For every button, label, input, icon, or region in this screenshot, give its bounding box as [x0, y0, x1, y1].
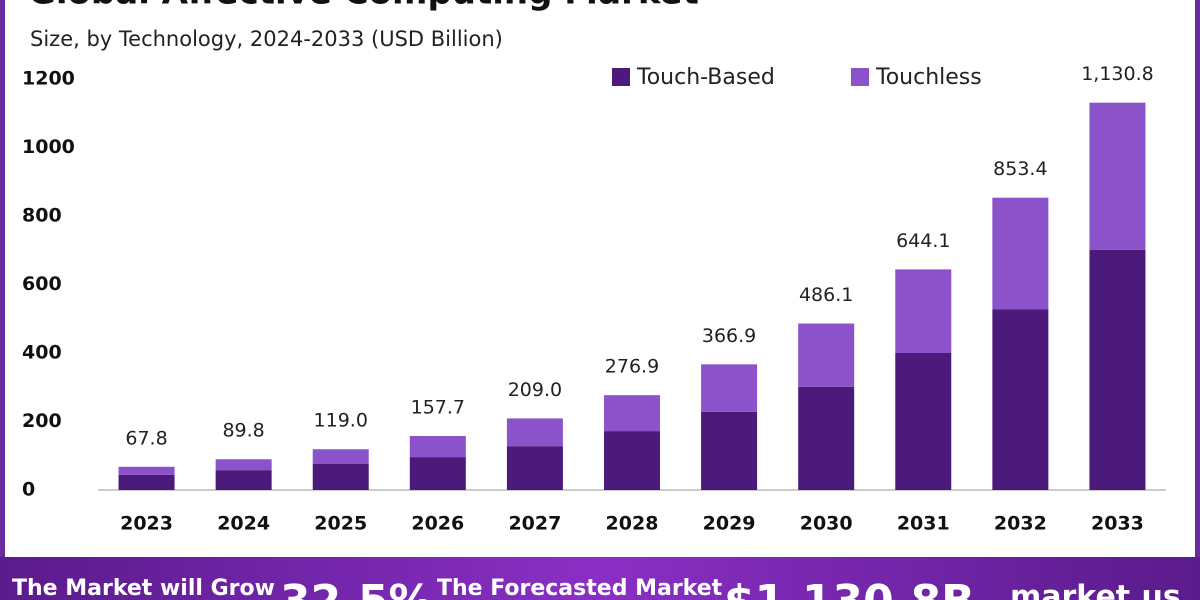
legend-swatch — [851, 68, 869, 86]
bar-segment — [604, 431, 660, 490]
total-label: 366.9 — [702, 325, 756, 347]
left-border — [0, 0, 5, 560]
banner — [0, 557, 1200, 600]
bar-segment — [604, 395, 660, 432]
banner-grow: The Market will Grow — [12, 576, 275, 600]
y-tick-label: 800 — [22, 205, 62, 227]
x-tick-label: 2026 — [411, 513, 464, 535]
y-tick-label: 1200 — [22, 68, 75, 90]
y-tick-label: 1000 — [22, 136, 75, 158]
chart-subtitle: Size, by Technology, 2024-2033 (USD Bill… — [30, 27, 503, 51]
bar-segment — [798, 386, 855, 490]
banner-brand: market.us — [1010, 580, 1181, 600]
bar-segment — [312, 449, 369, 464]
bar-segment — [992, 197, 1049, 310]
x-tick-label: 2024 — [217, 513, 270, 535]
bar-segment — [118, 474, 175, 490]
bar-segment — [1089, 249, 1146, 490]
bar-segment — [506, 446, 563, 490]
y-tick-label: 400 — [22, 342, 62, 364]
y-tick-label: 0 — [22, 479, 35, 501]
bar-segment — [409, 457, 466, 490]
x-tick-label: 2027 — [508, 513, 561, 535]
total-label: 853.4 — [993, 158, 1047, 180]
chart-title: Global Affective Computing Market — [28, 0, 699, 13]
bar-segment — [215, 470, 272, 490]
total-label: 89.8 — [222, 420, 264, 442]
x-tick-label: 2025 — [314, 513, 367, 535]
total-label: 644.1 — [896, 230, 950, 252]
bar-segment — [215, 459, 272, 471]
total-label: 276.9 — [605, 356, 659, 378]
y-tick-label: 600 — [22, 273, 62, 295]
x-tick-label: 2030 — [800, 513, 853, 535]
legend-label: Touch-Based — [636, 65, 775, 90]
bar-segment — [409, 435, 466, 458]
x-tick-label: 2033 — [1091, 513, 1144, 535]
legend-label: Touchless — [875, 65, 982, 90]
bar-segment — [701, 411, 758, 490]
y-tick-label: 200 — [22, 410, 62, 432]
x-tick-label: 2028 — [606, 513, 659, 535]
right-border — [1195, 0, 1200, 560]
bar-segment — [895, 269, 952, 353]
x-tick-label: 2032 — [994, 513, 1047, 535]
legend-swatch — [612, 68, 630, 86]
x-tick-label: 2023 — [120, 513, 173, 535]
bar-segment — [798, 323, 855, 387]
bar-segment — [118, 466, 175, 475]
bar-segment — [701, 364, 758, 412]
bar-segment — [992, 309, 1049, 490]
banner-forecast: The Forecasted Market — [437, 576, 723, 600]
total-label: 119.0 — [314, 410, 368, 432]
total-label: 157.7 — [411, 396, 465, 418]
total-label: 67.8 — [125, 427, 167, 449]
total-label: 1,130.8 — [1081, 63, 1154, 85]
bar-segment — [312, 463, 369, 490]
bar-segment — [1089, 102, 1146, 250]
bar-segment — [895, 353, 952, 490]
bar-segment — [506, 418, 563, 447]
total-label: 209.0 — [508, 379, 562, 401]
x-tick-label: 2031 — [897, 513, 950, 535]
banner-cagr: 32.5% — [280, 576, 433, 600]
x-tick-label: 2029 — [703, 513, 756, 535]
banner-forecast-value: $1,130.8B — [724, 576, 975, 600]
total-label: 486.1 — [799, 284, 853, 306]
